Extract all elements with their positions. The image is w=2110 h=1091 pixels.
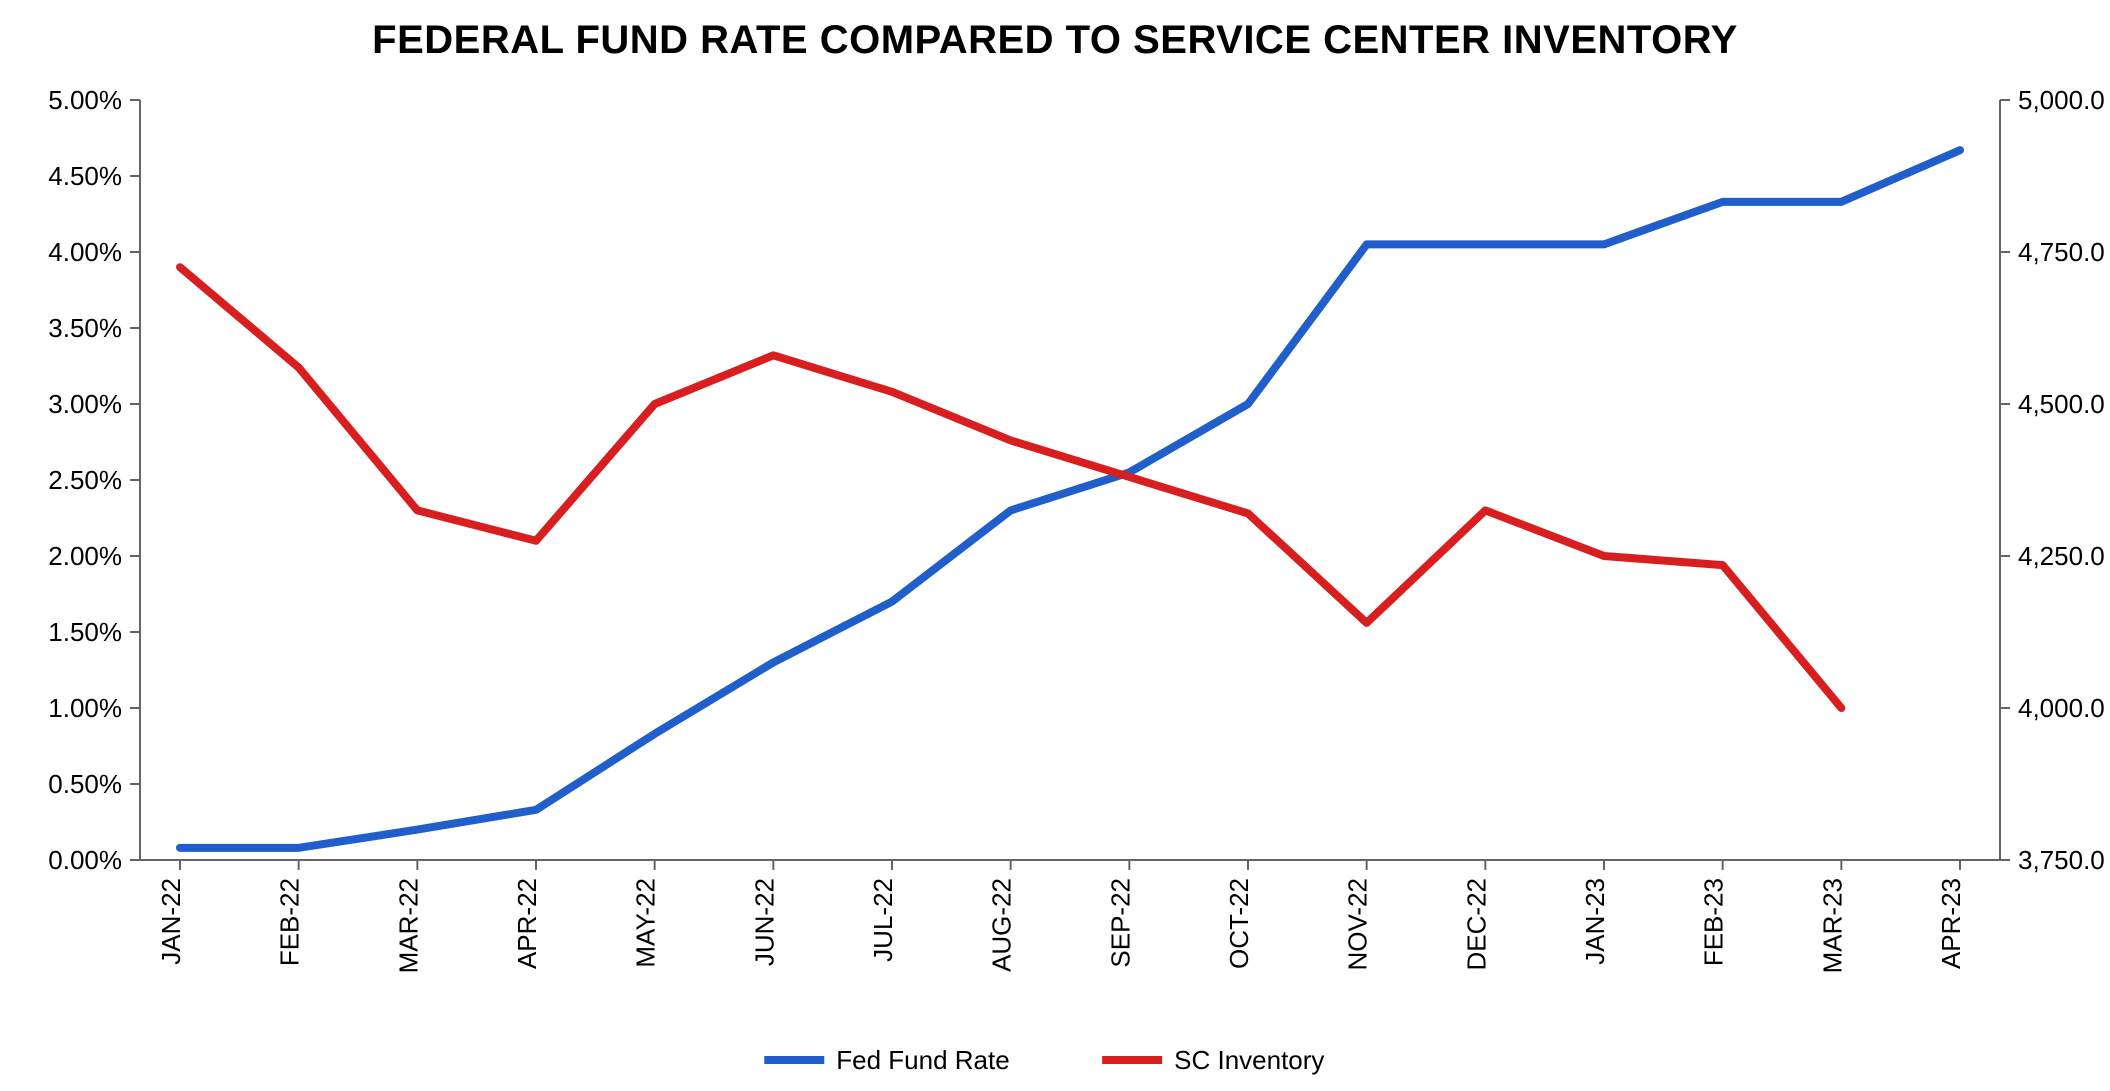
- x-tick-label: JAN-22: [156, 878, 186, 965]
- series-fed-fund-rate: [180, 150, 1960, 848]
- x-tick-label: APR-22: [512, 878, 542, 969]
- y-left-tick-label: 2.00%: [48, 541, 122, 571]
- x-tick-label: AUG-22: [987, 878, 1017, 972]
- x-tick-label: JAN-23: [1580, 878, 1610, 965]
- x-tick-label: JUN-22: [749, 878, 779, 966]
- y-left-tick-label: 3.50%: [48, 313, 122, 343]
- x-tick-label: JUL-22: [868, 878, 898, 962]
- series-sc-inventory: [180, 267, 1841, 708]
- x-tick-label: SEP-22: [1105, 878, 1135, 968]
- y-left-tick-label: 0.50%: [48, 769, 122, 799]
- chart-container: FEDERAL FUND RATE COMPARED TO SERVICE CE…: [0, 0, 2110, 1091]
- y-left-tick-label: 0.00%: [48, 845, 122, 875]
- y-right-tick-label: 4,000.0: [2018, 693, 2105, 723]
- y-left-tick-label: 4.00%: [48, 237, 122, 267]
- x-tick-label: APR-23: [1936, 878, 1966, 969]
- x-tick-label: MAR-22: [393, 878, 423, 973]
- y-left-tick-label: 4.50%: [48, 161, 122, 191]
- chart-svg: 0.00% 0.50% 1.00% 1.50% 2.00% 2.50% 3.00% 3.50%…: [0, 0, 2110, 1091]
- x-tick-label: OCT-22: [1224, 878, 1254, 969]
- y-right-tick-label: 4,500.0: [2018, 389, 2105, 419]
- y-left-tick-label: 3.00%: [48, 389, 122, 419]
- x-tick-label: MAR-23: [1817, 878, 1847, 973]
- x-tick-label: MAY-22: [631, 878, 661, 968]
- legend-label-fed-fund-rate: Fed Fund Rate: [836, 1045, 1009, 1075]
- y-right-tick-label: 4,250.0: [2018, 541, 2105, 571]
- legend-label-sc-inventory: SC Inventory: [1174, 1045, 1324, 1075]
- x-tick-label: FEB-22: [275, 878, 305, 966]
- y-left-tick-label: 1.00%: [48, 693, 122, 723]
- y-left-tick-label: 2.50%: [48, 465, 122, 495]
- y-left-tick-label: 1.50%: [48, 617, 122, 647]
- x-tick-label: DEC-22: [1461, 878, 1491, 970]
- y-right-tick-label: 5,000.0: [2018, 85, 2105, 115]
- x-tick-label: FEB-23: [1699, 878, 1729, 966]
- x-tick-label: NOV-22: [1343, 878, 1373, 971]
- y-right-tick-label: 4,750.0: [2018, 237, 2105, 267]
- y-left-tick-label: 5.00%: [48, 85, 122, 115]
- y-right-tick-label: 3,750.0: [2018, 845, 2105, 875]
